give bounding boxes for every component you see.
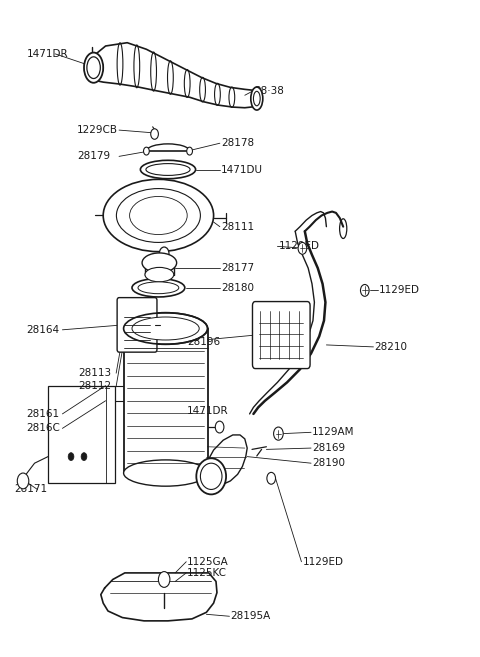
- Ellipse shape: [140, 160, 196, 179]
- Text: 1471DR: 1471DR: [26, 49, 68, 59]
- Text: 28113: 28113: [78, 368, 111, 378]
- Ellipse shape: [116, 189, 201, 242]
- Text: 28161: 28161: [26, 409, 60, 419]
- Circle shape: [151, 129, 158, 139]
- Text: 28111: 28111: [221, 221, 254, 232]
- Text: 28112: 28112: [78, 381, 111, 392]
- Circle shape: [216, 421, 224, 433]
- Circle shape: [17, 473, 29, 489]
- Ellipse shape: [124, 460, 207, 486]
- Circle shape: [274, 427, 283, 440]
- Text: 1129ED: 1129ED: [379, 285, 420, 296]
- Ellipse shape: [145, 267, 174, 282]
- Text: 28·38: 28·38: [254, 85, 284, 96]
- FancyBboxPatch shape: [117, 298, 157, 352]
- Text: 1229CB: 1229CB: [77, 125, 118, 135]
- Text: 28171: 28171: [14, 484, 48, 495]
- FancyBboxPatch shape: [123, 328, 207, 473]
- Text: 1125GA: 1125GA: [187, 556, 229, 567]
- Circle shape: [159, 247, 169, 260]
- Ellipse shape: [132, 317, 199, 340]
- Ellipse shape: [196, 459, 226, 494]
- Ellipse shape: [146, 164, 190, 175]
- Text: 1129ED: 1129ED: [302, 556, 343, 567]
- Circle shape: [298, 242, 307, 254]
- Text: 1129AM: 1129AM: [312, 427, 355, 438]
- Text: 28178: 28178: [221, 138, 254, 148]
- Ellipse shape: [103, 179, 214, 252]
- Text: 28164: 28164: [26, 325, 60, 335]
- Text: 1471DU: 1471DU: [221, 164, 263, 175]
- Ellipse shape: [84, 53, 103, 83]
- Text: 28169: 28169: [312, 443, 345, 453]
- Text: 28196: 28196: [187, 336, 220, 347]
- Ellipse shape: [130, 196, 187, 235]
- Text: 1471DR: 1471DR: [187, 405, 229, 416]
- Bar: [48, 386, 115, 483]
- Text: 2816C: 2816C: [26, 423, 60, 434]
- FancyBboxPatch shape: [252, 302, 310, 369]
- Text: 28190: 28190: [312, 458, 345, 468]
- Circle shape: [144, 147, 149, 155]
- Circle shape: [360, 284, 369, 296]
- Ellipse shape: [251, 87, 263, 110]
- Ellipse shape: [200, 463, 222, 489]
- Circle shape: [158, 572, 170, 587]
- Circle shape: [267, 472, 276, 484]
- Circle shape: [81, 453, 87, 461]
- Text: 28195A: 28195A: [230, 611, 271, 622]
- Ellipse shape: [132, 279, 185, 297]
- Ellipse shape: [138, 282, 179, 294]
- Text: 1125KC: 1125KC: [187, 568, 227, 578]
- Ellipse shape: [124, 313, 207, 344]
- Circle shape: [68, 453, 74, 461]
- Text: 28179: 28179: [77, 151, 110, 162]
- Text: 28180: 28180: [221, 283, 254, 293]
- Circle shape: [187, 147, 192, 155]
- Ellipse shape: [142, 253, 177, 273]
- Text: 28210: 28210: [374, 342, 408, 352]
- Text: 1129ED: 1129ED: [278, 241, 319, 252]
- Text: 28177: 28177: [221, 263, 254, 273]
